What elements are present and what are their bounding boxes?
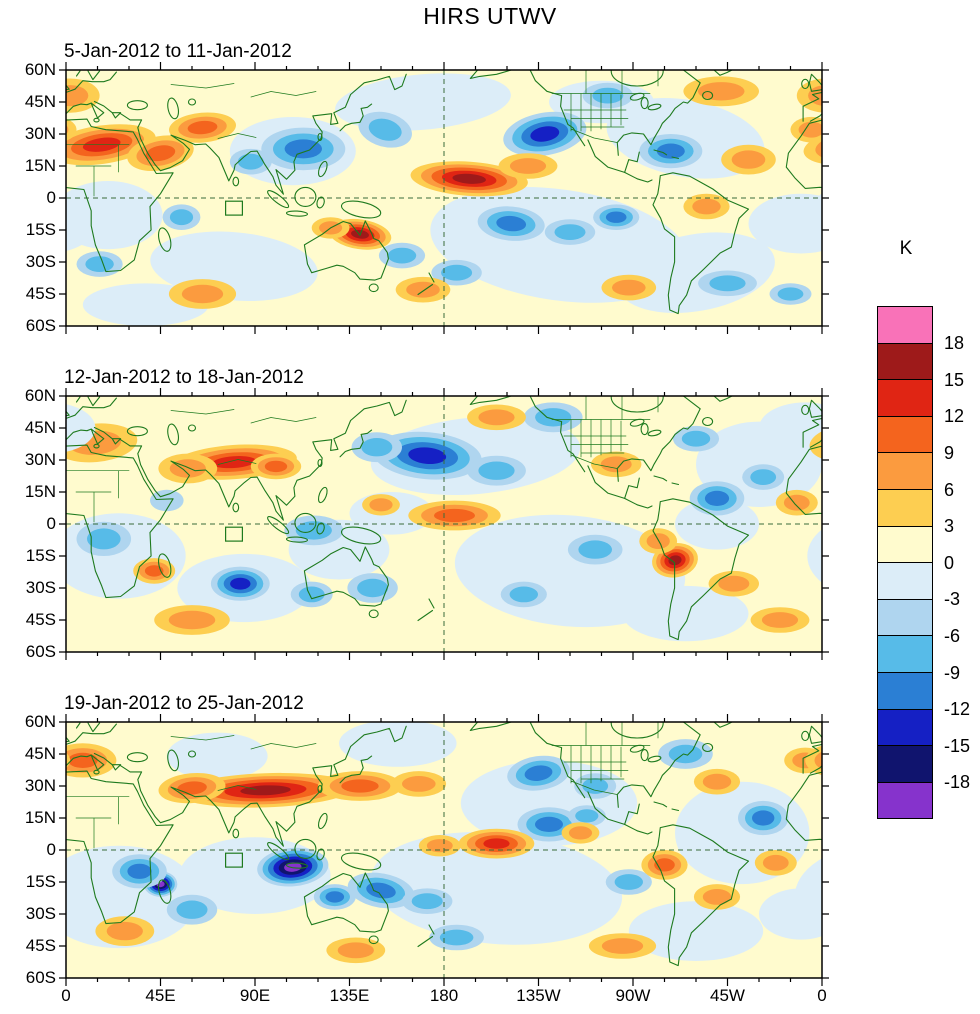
lat-tick-label: 0 [46, 840, 56, 859]
colorbar-cell [877, 635, 933, 673]
lat-tick-label: 45N [24, 744, 56, 763]
colorbar-cell [877, 415, 933, 454]
lat-tick-label: 45N [24, 92, 56, 111]
lon-tick-label: 135W [516, 986, 561, 1005]
anomaly-field [66, 73, 822, 326]
region-marker-box [225, 526, 244, 542]
lat-tick-label: 15S [25, 546, 56, 565]
lat-tick-label: 60N [24, 712, 56, 731]
lat-tick-label: 15S [25, 220, 56, 239]
lon-tick-label: 0 [817, 986, 827, 1005]
map-content [66, 396, 822, 652]
colorbar-cell [877, 781, 933, 820]
panel-frame [65, 395, 823, 653]
lat-tick-label: 30N [24, 776, 56, 795]
colorbar-cell [877, 745, 933, 783]
colorbar-tick-label: 3 [944, 516, 955, 537]
colorbar-cell [877, 672, 933, 710]
lat-tick-label: 15S [25, 872, 56, 891]
equator-and-dateline-gridlines [66, 70, 822, 326]
lat-tick-label: 30S [25, 252, 56, 271]
lat-tick-label: 60N [24, 386, 56, 405]
region-marker-box [225, 200, 244, 216]
colorbar-cell [877, 562, 933, 600]
map-content [66, 722, 822, 978]
lat-tick-label: 60S [25, 316, 56, 335]
anomaly-field [66, 722, 822, 964]
lat-tick-label: 30S [25, 578, 56, 597]
colorbar-cell [877, 306, 933, 344]
colorbar-tick-label: 15 [944, 369, 965, 390]
map-panel-3 [59, 714, 829, 986]
lat-tick-label: 30N [24, 124, 56, 143]
colorbar-tick-label: -12 [944, 699, 971, 720]
panel-frame [65, 69, 823, 327]
colorbar-tick-label: 0 [944, 552, 955, 573]
panel-frame [65, 721, 823, 979]
colorbar-tick-label: -9 [944, 662, 961, 683]
colorbar-cell [877, 342, 933, 381]
lat-tick-label: 60S [25, 968, 56, 987]
colorbar-cell [877, 379, 933, 417]
panel-2-title: 12-Jan-2012 to 18-Jan-2012 [64, 367, 304, 388]
lat-tick-label: 15N [24, 156, 56, 175]
lat-tick-label: 0 [46, 514, 56, 533]
colorbar-tick-label: 18 [944, 333, 965, 354]
lon-tick-label: 90E [239, 986, 271, 1005]
lat-tick-label: 45S [25, 284, 56, 303]
figure-title: HIRS UTWV [423, 3, 557, 29]
equator-and-dateline-gridlines [66, 722, 822, 978]
anomaly-field [66, 402, 822, 642]
colorbar-tick-label: -3 [944, 589, 961, 610]
lat-tick-label: 30S [25, 904, 56, 923]
colorbar-tick-label: -6 [944, 625, 961, 646]
panel-3-title: 19-Jan-2012 to 25-Jan-2012 [64, 693, 304, 714]
colorbar-tick-label: 6 [944, 479, 955, 500]
lon-tick-label: 45W [710, 986, 745, 1005]
axis-ticks [59, 714, 829, 986]
lat-tick-label: 45N [24, 418, 56, 437]
lat-tick-label: 30N [24, 450, 56, 469]
region-marker-box [225, 852, 244, 868]
lat-tick-label: 15N [24, 808, 56, 827]
lat-tick-label: 45S [25, 610, 56, 629]
lon-tick-label: 180 [429, 986, 459, 1005]
equator-and-dateline-gridlines [66, 396, 822, 652]
colorbar-cell [877, 708, 933, 747]
map-panel-1 [59, 62, 829, 334]
lat-tick-label: 45S [25, 936, 56, 955]
map-content [66, 70, 822, 326]
lon-tick-label: 135E [329, 986, 370, 1005]
map-panel-2 [59, 388, 829, 660]
lon-tick-label: 0 [61, 986, 71, 1005]
lat-tick-label: 60N [24, 60, 56, 79]
colorbar-tick-label: 9 [944, 442, 955, 463]
lat-tick-label: 15N [24, 482, 56, 501]
colorbar-tick-label: 12 [944, 406, 965, 427]
colorbar-tick-label: -18 [944, 772, 971, 793]
panel-1-title: 5-Jan-2012 to 11-Jan-2012 [64, 41, 292, 62]
lon-tick-label: 45E [145, 986, 176, 1005]
colorbar-tick-label: -15 [944, 735, 971, 756]
colorbar-cell [877, 598, 933, 637]
colorbar-cell [877, 525, 933, 564]
colorbar-cell [877, 489, 933, 527]
axis-ticks [59, 388, 829, 660]
lon-tick-label: 90W [615, 986, 651, 1005]
lat-tick-label: 60S [25, 642, 56, 661]
colorbar-cell [877, 452, 933, 490]
axis-ticks [59, 62, 829, 334]
lat-tick-label: 0 [46, 188, 56, 207]
colorbar-title: K [899, 238, 913, 259]
